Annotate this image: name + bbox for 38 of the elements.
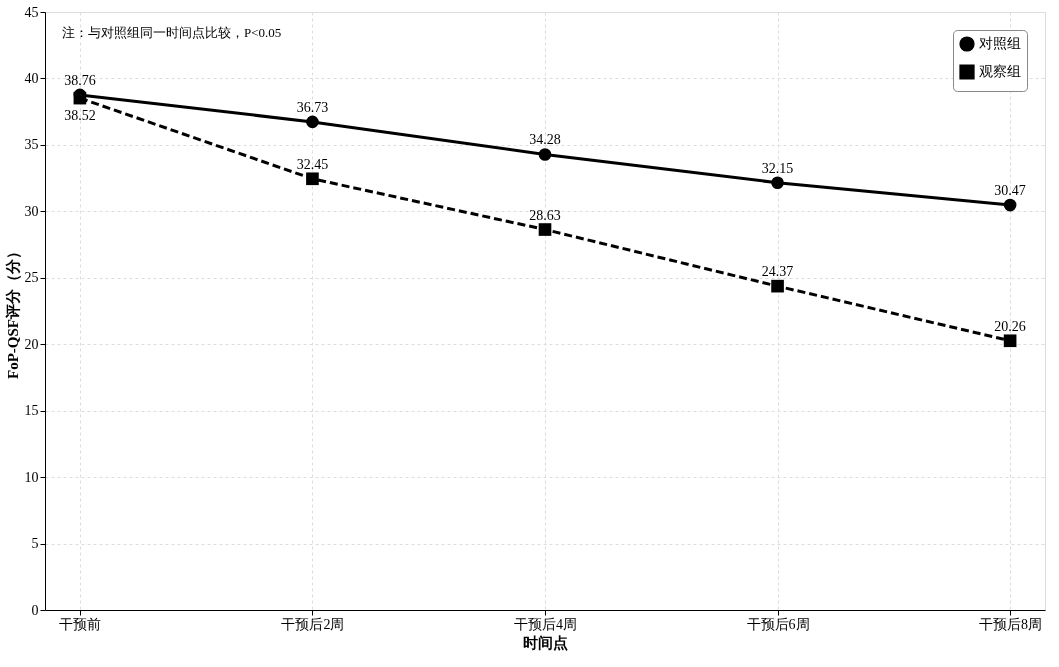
data-label: 34.28 <box>529 132 561 148</box>
point <box>1003 198 1017 212</box>
annotation: 注：与对照组同一时间点比较，P<0.05 <box>62 25 282 40</box>
data-label: 32.15 <box>761 160 794 176</box>
data-label: 38.76 <box>64 72 96 88</box>
y-tick-label: 45 <box>24 4 39 20</box>
y-tick-label: 35 <box>24 137 39 153</box>
legend-label: 观察组 <box>979 64 1021 79</box>
point <box>306 172 319 186</box>
data-label: 38.52 <box>64 108 96 124</box>
y-tick-label: 5 <box>31 536 39 552</box>
y-tick-label: 0 <box>31 602 39 618</box>
x-tick-label: 干预后2周 <box>281 616 345 632</box>
point <box>771 279 784 293</box>
point <box>306 115 319 129</box>
point <box>771 176 784 190</box>
legend-label: 对照组 <box>979 36 1021 51</box>
data-label: 36.73 <box>296 99 329 115</box>
point <box>538 148 552 161</box>
data-label: 24.37 <box>761 264 794 280</box>
y-tick-label: 40 <box>24 70 39 86</box>
y-tick-label: 20 <box>24 336 39 352</box>
point <box>538 223 552 236</box>
data-label: 32.45 <box>296 156 329 172</box>
data-label: 20.26 <box>994 318 1026 334</box>
y-axis-title: FoP-QSF评分（分） <box>4 244 21 379</box>
point <box>1003 334 1017 348</box>
y-tick-label: 15 <box>24 403 39 419</box>
x-tick-label: 干预前 <box>59 616 102 632</box>
x-tick-label: 干预后4周 <box>514 616 577 632</box>
data-label: 28.63 <box>529 207 561 223</box>
data-label: 30.47 <box>994 183 1026 199</box>
x-tick-label: 干预后6周 <box>746 616 810 632</box>
y-tick-label: 25 <box>24 270 39 286</box>
y-tick-label: 30 <box>24 203 39 219</box>
x-axis-title: 时间点 <box>523 634 568 651</box>
y-tick-label: 10 <box>24 469 39 485</box>
x-tick-label: 干预后8周 <box>979 616 1043 632</box>
